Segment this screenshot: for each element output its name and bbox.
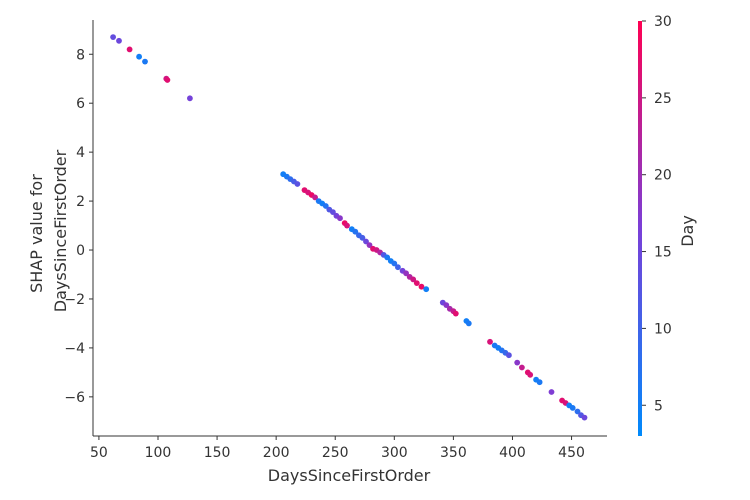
data-point-45 (418, 283, 425, 290)
colorbar (638, 21, 642, 436)
data-point-44 (413, 280, 420, 286)
x-tick-label-200: 200 (263, 445, 290, 461)
colorbar-tick-label-15: 15 (654, 245, 672, 261)
data-point-39 (395, 264, 401, 271)
colorbar-tick-label-5: 5 (654, 398, 663, 414)
data-point-59 (506, 352, 512, 359)
data-point-51 (452, 310, 459, 317)
y-axis-label: SHAP value for DaysSinceFirstOrder (27, 149, 70, 312)
data-point-30 (363, 238, 369, 245)
data-point-23 (337, 215, 343, 222)
y-tick-label-4: 4 (76, 145, 85, 161)
y-tick-label-8: 8 (76, 47, 85, 63)
data-point-71 (574, 408, 581, 415)
data-point-38 (391, 260, 398, 267)
data-point-16 (312, 194, 318, 201)
colorbar-ticks: 5 10 15 20 25 30 (642, 14, 672, 414)
data-point-41 (403, 270, 409, 277)
data-point-6 (164, 77, 171, 83)
data-point-2 (126, 46, 133, 53)
x-tick-label-50: 50 (90, 445, 108, 461)
data-point-43 (410, 276, 417, 283)
x-tick-label-300: 300 (381, 445, 408, 461)
data-point-21 (330, 209, 336, 216)
x-tick-label-450: 450 (558, 445, 585, 461)
data-point-19 (322, 203, 329, 209)
colorbar-label: Day (678, 215, 697, 247)
y-tick-label--2: −2 (64, 292, 85, 308)
x-tick-label-250: 250 (322, 445, 349, 461)
y-axis-label-line-2: DaysSinceFirstOrder (51, 149, 70, 312)
y-tick-label-6: 6 (76, 96, 85, 112)
data-point-31 (366, 242, 373, 249)
y-tick-label-0: 0 (76, 243, 85, 259)
x-axis-ticks: 50 100 150 200 250 300 350 400 450 (90, 436, 585, 461)
y-tick-label-2: 2 (76, 194, 85, 210)
x-axis-label: DaysSinceFirstOrder (268, 466, 431, 485)
data-point-7 (187, 95, 193, 102)
x-tick-label-350: 350 (440, 445, 467, 461)
data-point-63 (527, 371, 534, 378)
data-point-70 (569, 405, 576, 411)
data-point-25 (344, 222, 350, 229)
data-point-46 (423, 286, 430, 293)
data-point-29 (359, 234, 366, 241)
data-point-60 (514, 359, 521, 366)
data-point-65 (536, 379, 543, 386)
data-point-53 (465, 320, 472, 327)
data-point-48 (443, 302, 450, 308)
data-point-27 (352, 228, 359, 235)
y-tick-label--4: −4 (64, 341, 85, 357)
colorbar-tick-label-30: 30 (654, 14, 672, 30)
y-tick-label--6: −6 (64, 390, 85, 406)
colorbar-tick-label-25: 25 (654, 91, 672, 107)
data-point-0 (110, 34, 116, 40)
y-axis-ticks: −6 −4 −2 0 2 4 6 8 (64, 47, 93, 406)
colorbar-tick-label-10: 10 (654, 321, 672, 337)
x-tick-label-400: 400 (499, 445, 526, 461)
x-tick-label-150: 150 (204, 445, 231, 461)
x-tick-label-100: 100 (145, 445, 172, 461)
data-point-1 (116, 37, 122, 44)
data-point-3 (136, 53, 143, 60)
data-point-4 (142, 58, 148, 65)
y-axis-label-line-1: SHAP value for (27, 174, 46, 293)
data-point-73 (581, 414, 588, 421)
data-point-61 (519, 364, 525, 371)
colorbar-tick-label-20: 20 (654, 168, 672, 184)
data-point-12 (294, 181, 301, 187)
data-point-54 (487, 338, 493, 345)
scatter-points (110, 34, 588, 421)
data-point-36 (384, 254, 391, 261)
data-point-66 (548, 389, 555, 395)
